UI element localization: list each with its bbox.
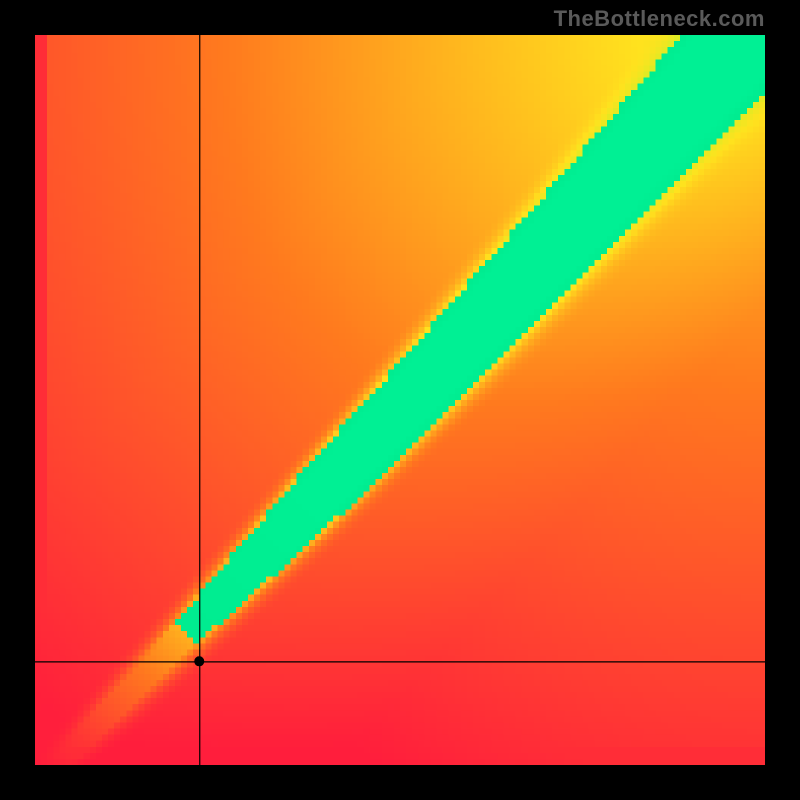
chart-frame: TheBottleneck.com bbox=[0, 0, 800, 800]
crosshair-overlay bbox=[35, 35, 765, 765]
watermark-text: TheBottleneck.com bbox=[554, 6, 765, 32]
plot-area bbox=[35, 35, 765, 765]
